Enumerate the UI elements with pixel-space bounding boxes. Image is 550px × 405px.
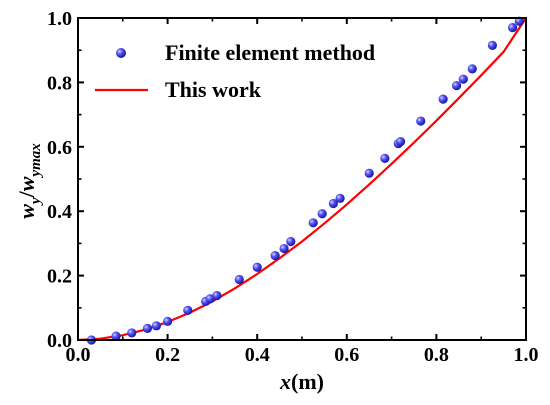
data-point-fem (142, 323, 153, 334)
data-point-fem (438, 94, 448, 104)
axes-frame (77, 17, 527, 341)
data-point-fem (395, 137, 406, 147)
plot-area (77, 16, 527, 345)
y-tick-label: 1.0 (47, 8, 72, 30)
data-point-fem (308, 218, 318, 228)
y-label-denominator-sub: ymax (28, 143, 44, 179)
x-tick-label: 0.2 (155, 344, 180, 366)
x-tick-label: 0.4 (245, 344, 270, 366)
y-tick-label: 0.2 (47, 266, 72, 288)
data-point-fem (317, 209, 327, 219)
data-point-fem (212, 290, 222, 301)
x-tick-label: 0.0 (66, 344, 91, 366)
legend-label-this-work: This work (165, 77, 262, 102)
data-point-fem (458, 74, 468, 84)
data-point-fem (364, 168, 374, 178)
data-point-fem (416, 116, 426, 126)
y-tick-label: 0.8 (47, 72, 72, 94)
data-point-fem (286, 236, 296, 247)
data-point-fem (328, 198, 338, 209)
series-line-this-work (77, 17, 527, 342)
y-tick-label: 0.4 (47, 201, 72, 223)
data-point-fem (151, 321, 161, 331)
data-point-fem (252, 262, 262, 272)
data-point-fem (507, 23, 518, 33)
data-point-fem (127, 328, 137, 338)
data-point-fem (451, 81, 462, 91)
y-label-separator: / (14, 190, 39, 198)
data-point-fem (234, 274, 244, 285)
data-point-fem (487, 40, 497, 50)
axes: 0.0 0.2 0.4 0.6 0.8 1.0 0.0 0.2 0.4 0.6 0.8 1.0 (47, 8, 539, 366)
data-point-fem (335, 193, 345, 203)
data-point-fem (183, 305, 193, 315)
y-axis-label: wy/wymax (14, 143, 44, 219)
data-point-fem (279, 243, 289, 254)
legend: Finite element method This work (95, 40, 375, 102)
x-axis-label: x(m) (279, 369, 324, 394)
x-tick-label: 1.0 (514, 344, 539, 366)
data-point-fem (380, 153, 390, 163)
x-tick-label: 0.6 (334, 344, 359, 366)
x-tick-label: 0.8 (424, 344, 449, 366)
data-point-fem (111, 331, 121, 341)
data-point-fem (467, 64, 477, 74)
y-label-denominator: w (14, 176, 39, 191)
y-tick-label: 0.6 (47, 137, 72, 159)
legend-marker-fem (116, 48, 126, 58)
y-tick-label: 0.0 (47, 330, 72, 352)
data-point-fem (270, 251, 280, 261)
axis-labels: x(m)wy/wymax (14, 143, 324, 394)
x-axis-variable: x (279, 369, 291, 394)
y-label-numerator: w (14, 204, 39, 219)
data-point-fem (163, 316, 173, 326)
legend-label-fem: Finite element method (165, 40, 375, 65)
x-axis-unit: (m) (291, 369, 324, 394)
y-label-numerator-sub: y (28, 197, 44, 206)
